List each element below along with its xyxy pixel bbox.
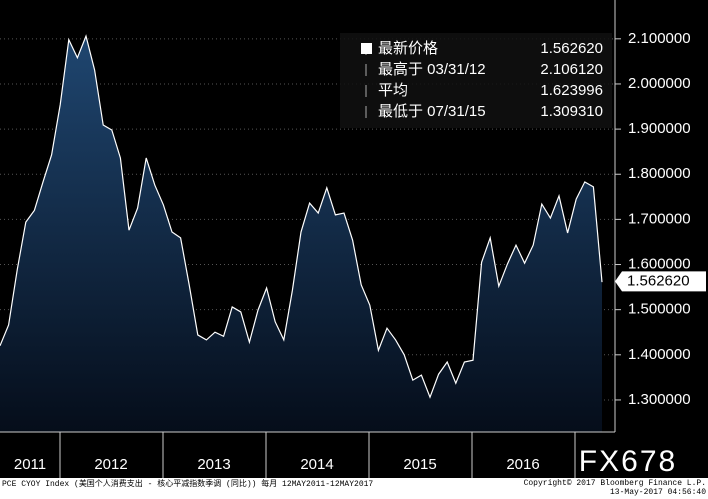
legend-box bbox=[340, 33, 612, 128]
year-label: 2013 bbox=[197, 456, 230, 473]
footer-right: 13-May-2017 04:56:40 bbox=[610, 488, 706, 497]
watermark: FX678 bbox=[579, 445, 677, 478]
legend-value: 2.106120 bbox=[540, 61, 603, 78]
legend-label: 平均 bbox=[378, 82, 408, 99]
footer-right: Copyright© 2017 Bloomberg Finance L.P. bbox=[524, 479, 706, 488]
y-tick-label: 1.600000 bbox=[628, 255, 691, 272]
year-label: 2011 bbox=[14, 456, 46, 473]
y-tick-label: 2.000000 bbox=[628, 75, 691, 92]
year-label: 2016 bbox=[506, 456, 539, 473]
year-label: 2012 bbox=[94, 456, 127, 473]
last-value-label: 1.562620 bbox=[627, 272, 690, 289]
y-tick-label: 1.900000 bbox=[628, 120, 691, 137]
y-tick-label: 1.800000 bbox=[628, 165, 691, 182]
legend-label: 最低于 07/31/15 bbox=[378, 103, 486, 120]
y-tick-label: 1.400000 bbox=[628, 346, 691, 363]
year-label: 2014 bbox=[300, 456, 333, 473]
footer-left: PCE CYOY Index (美国个人消费支出 - 核心平减指数季调 (同比)… bbox=[2, 478, 373, 489]
legend-value: 1.562620 bbox=[540, 40, 603, 57]
year-separators bbox=[59, 432, 576, 478]
last-value-tag bbox=[615, 271, 706, 292]
legend-swatch bbox=[361, 43, 372, 54]
y-tick-label: 1.500000 bbox=[628, 301, 691, 318]
legend-label: 最高于 03/31/12 bbox=[378, 61, 486, 78]
year-label: 2015 bbox=[403, 456, 436, 473]
footer-bg bbox=[0, 478, 708, 499]
legend-label: 最新价格 bbox=[378, 40, 438, 57]
y-tick-label: 1.300000 bbox=[628, 391, 691, 408]
y-tick-label: 2.100000 bbox=[628, 30, 691, 47]
y-tick-label: 1.700000 bbox=[628, 210, 691, 227]
legend-value: 1.309310 bbox=[540, 103, 603, 120]
legend-value: 1.623996 bbox=[540, 82, 603, 99]
line bbox=[0, 34, 603, 399]
